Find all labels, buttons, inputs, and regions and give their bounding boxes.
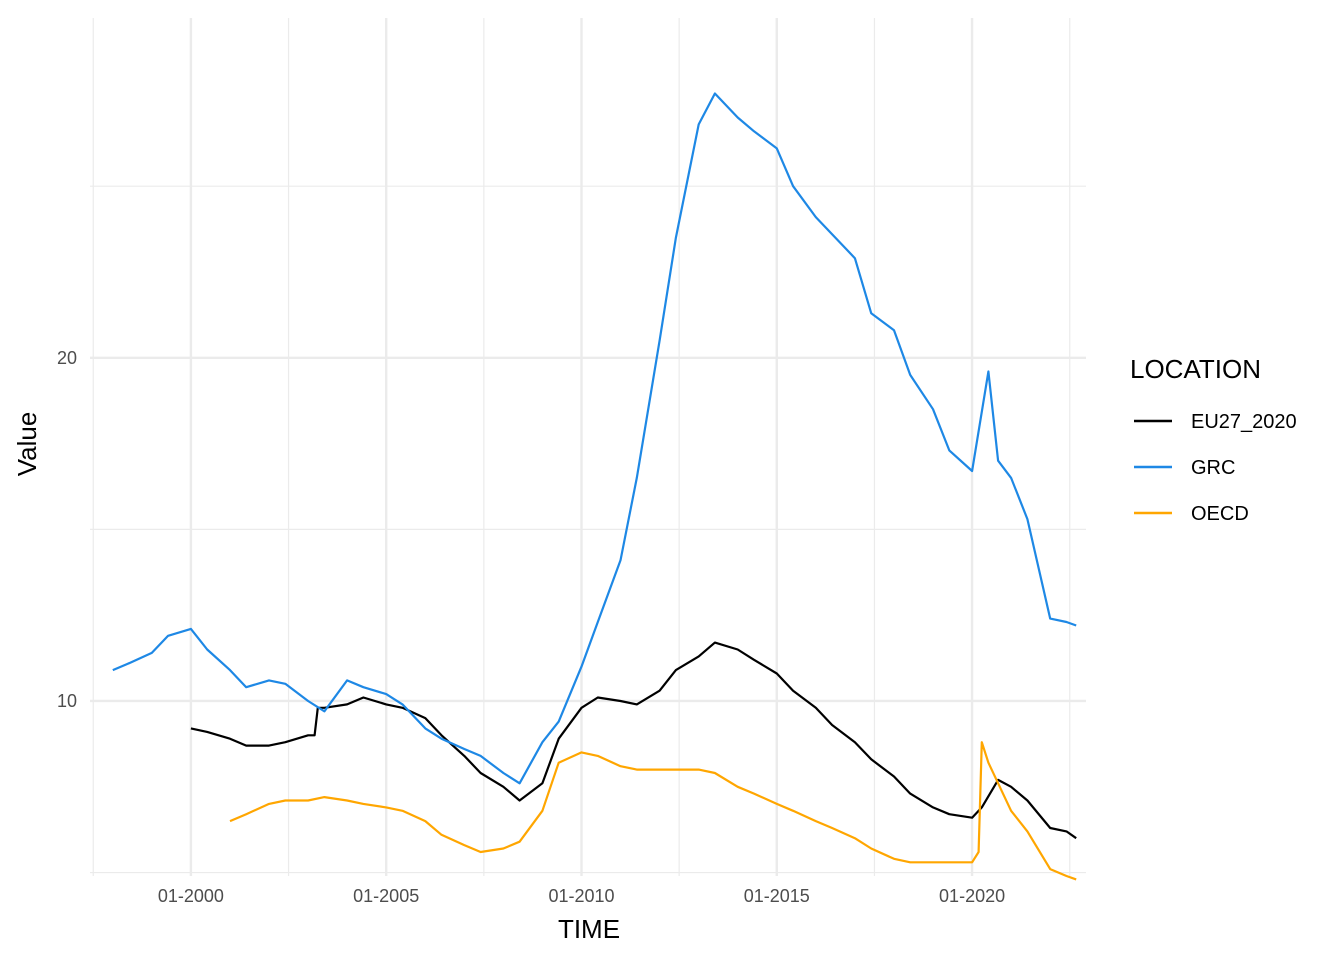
series-line-grc [112, 92, 1077, 785]
y-tick-label: 20 [57, 348, 77, 368]
x-axis-title: TIME [558, 914, 620, 944]
x-tick-label: 01-2015 [744, 886, 810, 906]
x-tick-label: 01-2000 [158, 886, 224, 906]
legend-label-oecd: OECD [1191, 503, 1249, 525]
legend: LOCATION EU27_2020 GRC OECD [1130, 354, 1297, 525]
x-axis-tick-labels: 01-2000 01-2005 01-2010 01-2015 01-2020 [158, 886, 1005, 906]
y-tick-label: 10 [57, 691, 77, 711]
grid-major-lines [90, 18, 1086, 876]
x-tick-label: 01-2020 [939, 886, 1005, 906]
y-axis-tick-labels: 10 20 [57, 348, 77, 711]
y-axis-title: Value [12, 412, 42, 477]
legend-title: LOCATION [1130, 354, 1261, 384]
x-tick-label: 01-2005 [353, 886, 419, 906]
legend-label-eu27-2020: EU27_2020 [1191, 411, 1297, 433]
series-lines [112, 92, 1077, 881]
x-tick-label: 01-2010 [548, 886, 614, 906]
series-line-oecd [229, 741, 1077, 881]
series-line-eu27-2020 [190, 641, 1077, 840]
legend-label-grc: GRC [1191, 457, 1235, 479]
grid-minor-lines [90, 18, 1086, 876]
